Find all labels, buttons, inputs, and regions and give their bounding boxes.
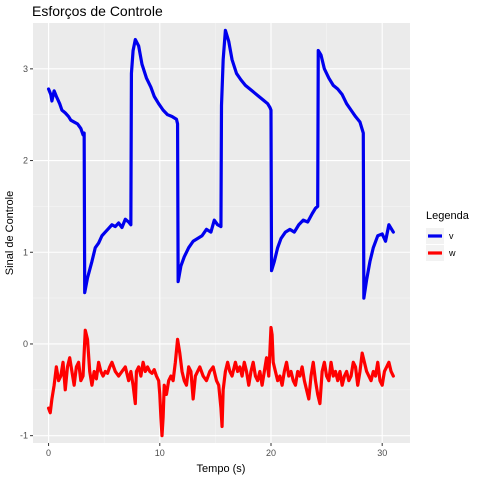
x-tick-label: 10 — [155, 448, 165, 458]
y-tick-label: 3 — [23, 64, 28, 74]
chart-title: Esforços de Controle — [32, 3, 163, 19]
series-line-w — [46, 325, 395, 438]
y-tick-label: -1 — [20, 431, 28, 441]
legend-label-v: v — [449, 231, 454, 241]
x-tick-label: 20 — [266, 448, 276, 458]
legend: Legenda vw — [426, 210, 470, 261]
y-axis-label: Sinal de Controle — [4, 191, 16, 275]
series-line-v — [46, 28, 395, 300]
x-axis-label: Tempo (s) — [197, 463, 246, 475]
legend-title: Legenda — [426, 210, 470, 222]
y-tick-label: 1 — [23, 247, 28, 257]
y-axis: -1 0 1 2 3 — [20, 64, 33, 441]
series-layer — [46, 28, 395, 438]
legend-items: vw — [426, 228, 456, 261]
y-tick-label: 0 — [23, 339, 28, 349]
legend-label-w: w — [448, 248, 456, 258]
x-tick-label: 0 — [46, 448, 51, 458]
x-axis: 0 10 20 30 — [46, 443, 387, 458]
x-tick-label: 30 — [377, 448, 387, 458]
y-tick-label: 2 — [23, 156, 28, 166]
